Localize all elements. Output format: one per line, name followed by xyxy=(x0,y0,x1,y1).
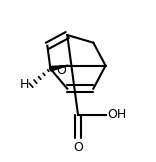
Text: OH: OH xyxy=(107,108,126,121)
Text: O: O xyxy=(56,64,66,77)
Text: H: H xyxy=(20,78,29,91)
Text: O: O xyxy=(73,141,83,154)
Polygon shape xyxy=(50,66,67,71)
